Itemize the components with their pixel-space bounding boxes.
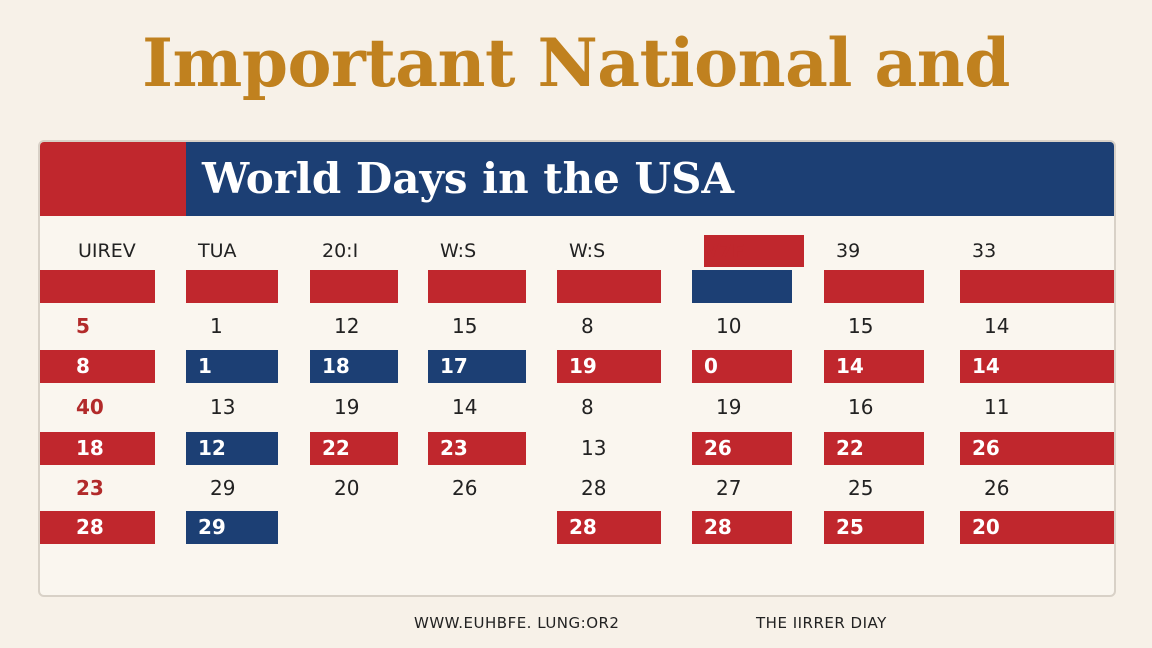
date-cell: 26 [452,476,478,500]
date-cell-highlight: 29 [186,511,278,544]
date-cell: 29 [210,476,236,500]
date-cell-highlight [692,270,792,303]
date-cell: 13 [581,436,607,460]
date-cell: 13 [210,395,236,419]
date-cell-highlight: 22 [310,432,398,465]
date-cell-highlight [428,270,526,303]
date-cell: 27 [716,476,742,500]
date-cell: 14 [984,314,1010,338]
page-title: Important National and [142,24,1010,102]
date-cell-highlight: 12 [186,432,278,465]
date-cell: 8 [581,395,594,419]
footer-website: WWW.EUHBFE. LUNG:OR2 [414,614,620,632]
header-band-red [40,142,186,216]
footer-caption: THE IIRRER DIAY [756,614,887,632]
date-cell: 28 [581,476,607,500]
date-cell-highlight: 20 [960,511,1114,544]
date-cell-highlight: 18 [310,350,398,383]
date-cell-highlight: 1 [186,350,278,383]
column-header: 33 [972,240,997,262]
date-cell-highlight: 22 [824,432,924,465]
date-cell-highlight: 28 [40,511,155,544]
date-cell: 15 [848,314,874,338]
column-header: UIREV [78,240,136,262]
date-cell: 26 [984,476,1010,500]
column-header: TUA [198,240,237,262]
column-header: W:S [440,240,477,262]
date-cell: 19 [334,395,360,419]
date-cell-highlight: 28 [692,511,792,544]
date-cell-highlight [960,270,1114,303]
date-cell: 40 [76,395,104,419]
date-cell-highlight: 18 [40,432,155,465]
date-cell-highlight: 26 [692,432,792,465]
date-cell-highlight: 14 [960,350,1114,383]
date-cell-highlight: 17 [428,350,526,383]
date-cell: 1 [210,314,223,338]
column-header: 39 [836,240,861,262]
date-cell-highlight: 26 [960,432,1114,465]
date-cell: 11 [984,395,1010,419]
date-cell: 12 [334,314,360,338]
date-cell-highlight [557,270,661,303]
date-cell-highlight: 8 [40,350,155,383]
column-header: W:S [569,240,606,262]
date-cell-highlight: 28 [557,511,661,544]
calendar-subtitle: World Days in the USA [202,154,735,203]
date-cell-highlight: 23 [428,432,526,465]
date-cell-highlight: 19 [557,350,661,383]
date-cell-highlight: 14 [824,350,924,383]
date-cell-highlight [40,270,155,303]
header-band-blue [186,142,1114,216]
calendar-card: World Days in the USA UIREV TUA 20:I W:S W:S… [38,140,1116,597]
column-header: 20:I [322,240,359,262]
column-header: V7F [704,235,804,267]
date-cell-highlight [824,270,924,303]
date-cell-highlight [186,270,278,303]
date-cell-highlight [310,270,398,303]
date-cell: 19 [716,395,742,419]
date-cell: 25 [848,476,874,500]
date-cell-highlight: 0 [692,350,792,383]
date-cell: 5 [76,314,90,338]
date-cell-highlight: 25 [824,511,924,544]
date-cell: 10 [716,314,742,338]
date-cell: 15 [452,314,478,338]
date-cell: 23 [76,476,104,500]
date-cell: 14 [452,395,478,419]
date-cell: 16 [848,395,874,419]
date-cell: 20 [334,476,360,500]
date-cell: 8 [581,314,594,338]
